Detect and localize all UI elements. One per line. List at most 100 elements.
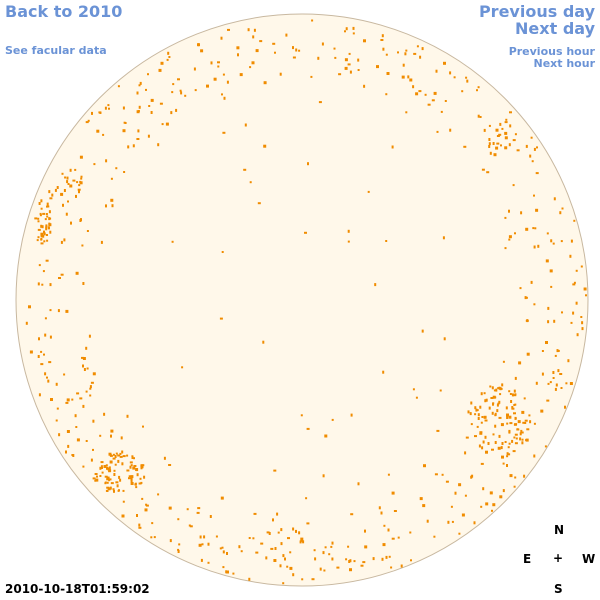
next-day-link[interactable]: Next day	[515, 19, 595, 38]
facula-dot	[495, 146, 499, 150]
facula-dot	[79, 397, 83, 400]
facula-dot	[409, 531, 412, 534]
facula-dot	[357, 482, 360, 486]
facula-dot	[313, 549, 316, 552]
facula-dot	[87, 119, 90, 122]
previous-hour-link[interactable]: Previous hour	[508, 45, 595, 58]
facula-dot	[25, 321, 28, 325]
previous-day-link[interactable]: Previous day	[478, 2, 595, 21]
facula-dot	[528, 414, 531, 417]
facula-dot	[330, 545, 333, 548]
facula-dot	[66, 398, 70, 402]
facula-dot	[133, 457, 135, 460]
facula-dot	[104, 475, 108, 478]
facula-dot	[222, 550, 225, 554]
facula-dot	[504, 216, 507, 219]
facula-dot	[310, 75, 313, 78]
facula-dot	[94, 473, 98, 475]
facula-dot	[121, 450, 124, 454]
facula-dot	[126, 414, 129, 418]
facula-dot	[66, 180, 69, 184]
facula-dot	[273, 469, 277, 472]
facula-dot	[89, 394, 92, 397]
facula-dot	[380, 39, 384, 41]
back-to-year-link[interactable]: Back to 2010	[5, 2, 123, 21]
facula-dot	[66, 176, 69, 180]
facula-dot	[178, 543, 181, 546]
facula-dot	[363, 39, 366, 43]
facula-dot	[552, 371, 555, 374]
facula-dot	[75, 271, 79, 275]
facula-dot	[92, 419, 95, 423]
facula-dot	[221, 251, 224, 253]
facula-dot	[282, 582, 285, 585]
facula-dot	[143, 475, 146, 479]
facula-dot	[302, 540, 305, 544]
facula-dot	[570, 239, 573, 243]
facula-dot	[244, 123, 247, 127]
facula-dot	[304, 231, 307, 234]
facula-dot	[488, 124, 491, 127]
facula-dot	[512, 450, 516, 453]
facula-dot	[112, 453, 115, 456]
facula-dot	[42, 270, 45, 273]
facula-dot	[439, 389, 442, 392]
facula-dot	[282, 554, 285, 558]
facula-dot	[115, 167, 118, 170]
facula-dot	[92, 477, 96, 480]
facula-dot	[131, 455, 134, 458]
facula-dot	[147, 134, 150, 138]
facula-dot	[48, 190, 51, 194]
facula-dot	[350, 413, 353, 417]
facula-dot	[322, 551, 325, 555]
facula-dot	[458, 532, 461, 535]
facula-dot	[481, 168, 485, 171]
facula-dot	[266, 531, 270, 534]
facula-dot	[207, 542, 210, 546]
facula-dot	[357, 58, 360, 62]
facula-dot	[362, 561, 366, 564]
facula-dot	[45, 259, 49, 262]
facula-dot	[151, 522, 154, 525]
facula-dot	[117, 85, 120, 88]
facula-dot	[109, 486, 112, 490]
facula-dot	[226, 552, 228, 555]
facula-dot	[49, 283, 52, 287]
facula-dot	[382, 47, 385, 51]
facula-dot	[443, 337, 446, 341]
facula-dot	[289, 566, 293, 570]
facula-dot	[298, 531, 301, 535]
facula-dot	[240, 550, 243, 553]
facula-dot	[48, 361, 52, 364]
facula-dot	[391, 145, 394, 149]
facula-dot	[252, 537, 255, 540]
facula-dot	[440, 110, 443, 113]
next-hour-link[interactable]: Next hour	[533, 57, 596, 70]
facula-dot	[175, 108, 178, 112]
facula-dot	[480, 462, 484, 465]
facula-dot	[419, 55, 422, 59]
facula-dot	[554, 387, 557, 391]
see-facular-data-link[interactable]: See facular data	[5, 44, 107, 57]
facula-dot	[132, 466, 136, 470]
facula-dot	[405, 49, 408, 52]
facula-dot	[226, 570, 229, 574]
facula-dot	[461, 513, 465, 517]
facula-dot	[575, 301, 578, 305]
facula-dot	[102, 133, 105, 136]
facula-dot	[129, 465, 132, 469]
compass-west-label: W	[582, 552, 596, 566]
facula-dot	[435, 69, 438, 73]
facula-dot	[113, 489, 115, 493]
facula-dot	[88, 334, 91, 338]
facula-dot	[292, 46, 294, 50]
facula-dot	[86, 230, 89, 232]
facula-dot	[167, 51, 170, 55]
facula-dot	[488, 138, 491, 141]
facula-dot	[501, 127, 504, 130]
facula-dot	[60, 192, 64, 196]
facula-dot	[492, 142, 495, 145]
facula-dot	[166, 58, 169, 61]
facula-dot	[255, 49, 259, 53]
facula-dot	[345, 558, 348, 561]
